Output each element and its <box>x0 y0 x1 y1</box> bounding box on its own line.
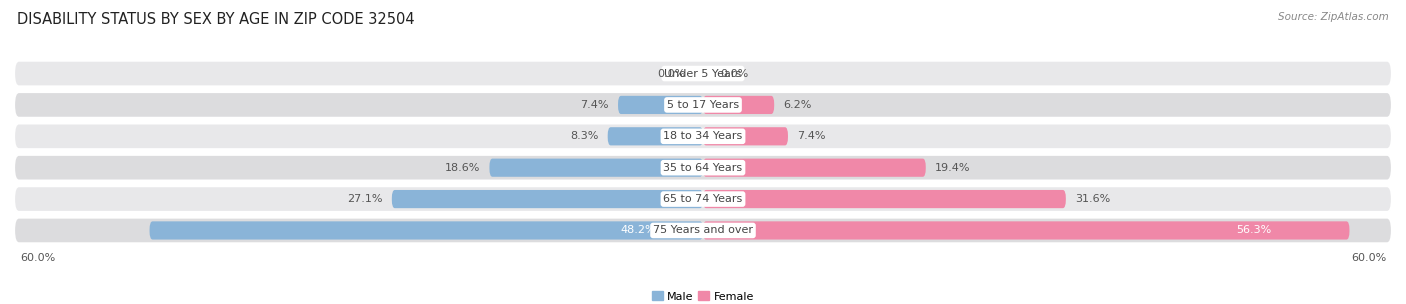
FancyBboxPatch shape <box>14 92 1392 118</box>
Text: 5 to 17 Years: 5 to 17 Years <box>666 100 740 110</box>
FancyBboxPatch shape <box>14 155 1392 181</box>
FancyBboxPatch shape <box>14 123 1392 149</box>
Text: 0.0%: 0.0% <box>720 68 748 78</box>
Text: 7.4%: 7.4% <box>581 100 609 110</box>
FancyBboxPatch shape <box>392 190 703 208</box>
Text: 75 Years and over: 75 Years and over <box>652 226 754 236</box>
Text: 18.6%: 18.6% <box>444 163 481 173</box>
Text: 19.4%: 19.4% <box>935 163 970 173</box>
Text: 8.3%: 8.3% <box>571 131 599 141</box>
Text: 18 to 34 Years: 18 to 34 Years <box>664 131 742 141</box>
Text: 60.0%: 60.0% <box>20 253 55 263</box>
FancyBboxPatch shape <box>703 96 775 114</box>
FancyBboxPatch shape <box>14 61 1392 86</box>
FancyBboxPatch shape <box>703 190 1066 208</box>
FancyBboxPatch shape <box>149 221 703 240</box>
FancyBboxPatch shape <box>489 159 703 177</box>
FancyBboxPatch shape <box>703 221 1350 240</box>
FancyBboxPatch shape <box>607 127 703 145</box>
Text: 0.0%: 0.0% <box>658 68 686 78</box>
Text: 35 to 64 Years: 35 to 64 Years <box>664 163 742 173</box>
FancyBboxPatch shape <box>619 96 703 114</box>
Text: Source: ZipAtlas.com: Source: ZipAtlas.com <box>1278 12 1389 22</box>
Text: 6.2%: 6.2% <box>783 100 811 110</box>
FancyBboxPatch shape <box>14 186 1392 212</box>
Text: 60.0%: 60.0% <box>1351 253 1386 263</box>
Text: 56.3%: 56.3% <box>1237 226 1272 236</box>
Text: 48.2%: 48.2% <box>620 226 655 236</box>
Text: 65 to 74 Years: 65 to 74 Years <box>664 194 742 204</box>
FancyBboxPatch shape <box>703 159 925 177</box>
Text: 27.1%: 27.1% <box>347 194 382 204</box>
Text: 7.4%: 7.4% <box>797 131 825 141</box>
FancyBboxPatch shape <box>703 127 787 145</box>
Legend: Male, Female: Male, Female <box>647 287 759 304</box>
FancyBboxPatch shape <box>14 218 1392 243</box>
Text: DISABILITY STATUS BY SEX BY AGE IN ZIP CODE 32504: DISABILITY STATUS BY SEX BY AGE IN ZIP C… <box>17 12 415 27</box>
Text: Under 5 Years: Under 5 Years <box>665 68 741 78</box>
Text: 31.6%: 31.6% <box>1076 194 1111 204</box>
